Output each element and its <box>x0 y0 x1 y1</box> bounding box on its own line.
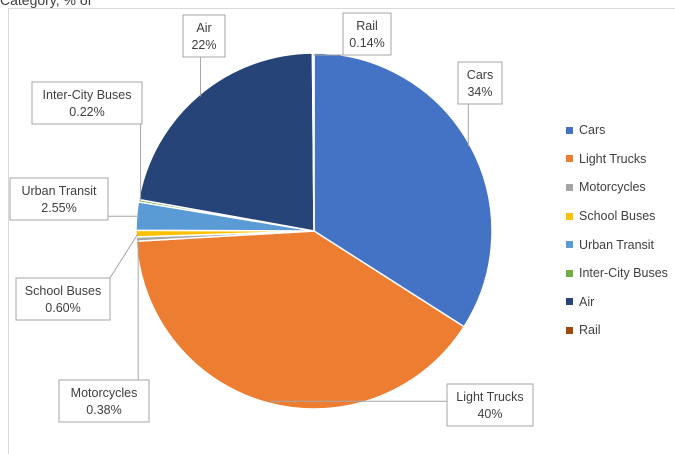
data-label-category: Light Trucks <box>456 390 523 404</box>
data-label-value: 0.38% <box>86 403 121 417</box>
data-label-category: Motorcycles <box>71 386 138 400</box>
callout-box-rail <box>342 12 392 56</box>
legend-item: Inter-City Buses <box>566 259 668 288</box>
legend-label: Light Trucks <box>579 151 647 166</box>
data-label-value: 0.22% <box>69 105 104 119</box>
pie-slice-rail <box>311 52 315 232</box>
callout-box-air <box>182 14 226 58</box>
legend-swatch <box>566 212 573 220</box>
data-label-category: Urban Transit <box>21 184 97 198</box>
pie-slice-light-trucks <box>135 230 466 410</box>
callout-box-cars <box>457 61 503 105</box>
legend-label: Rail <box>579 323 601 338</box>
data-label-value: 34% <box>467 85 492 99</box>
callout-box-school-buses <box>15 277 111 321</box>
legend-label: School Buses <box>579 209 656 224</box>
legend-item: Light Trucks <box>566 145 668 174</box>
data-label-value: 0.14% <box>349 36 384 50</box>
data-label-value: 0.60% <box>45 301 80 315</box>
legend-item: Rail <box>566 316 668 345</box>
data-label-value: 40% <box>477 407 502 421</box>
legend-swatch <box>566 126 573 134</box>
callout-box-motorcycles <box>58 379 150 423</box>
callout-box-light-trucks <box>446 383 534 427</box>
data-label-category: Rail <box>356 19 378 33</box>
legend-swatch <box>566 155 573 163</box>
data-label-category: Inter-City Buses <box>43 88 132 102</box>
callout-box-inter-city-buses <box>31 81 143 125</box>
pie-slice-air <box>137 52 315 232</box>
chart-area <box>8 8 675 454</box>
legend-label: Urban Transit <box>579 237 655 252</box>
legend: Cars Light Trucks Motorcycles School Buses U… <box>566 116 668 345</box>
callout-box-urban-transit <box>9 177 109 221</box>
data-label-category: Air <box>196 21 211 35</box>
data-label-value: 2.55% <box>41 201 76 215</box>
data-label-category: Cars <box>467 68 493 82</box>
legend-item: Motorcycles <box>566 173 668 202</box>
data-label-value: 22% <box>191 38 216 52</box>
legend-swatch <box>566 298 573 306</box>
data-label-category: School Buses <box>25 284 101 298</box>
legend-item: Urban Transit <box>566 230 668 259</box>
leader-line-school-buses <box>109 233 139 279</box>
legend-swatch <box>566 269 573 277</box>
legend-label: Cars <box>579 123 606 138</box>
partial-header-text: Category, % of <box>0 0 92 8</box>
legend-item: Air <box>566 288 668 317</box>
pie-slices <box>135 52 493 410</box>
legend-label: Motorcycles <box>579 180 646 195</box>
legend-swatch <box>566 241 573 249</box>
legend-swatch <box>566 183 573 191</box>
callouts: Cars 34% Light Trucks 40% Motorcycles 0.38% Sc… <box>9 12 534 427</box>
legend-item: School Buses <box>566 202 668 231</box>
legend-swatch <box>566 326 573 334</box>
legend-label: Inter-City Buses <box>579 266 668 281</box>
legend-item: Cars <box>566 116 668 145</box>
legend-label: Air <box>579 294 595 309</box>
pie-slice-cars <box>313 52 493 328</box>
